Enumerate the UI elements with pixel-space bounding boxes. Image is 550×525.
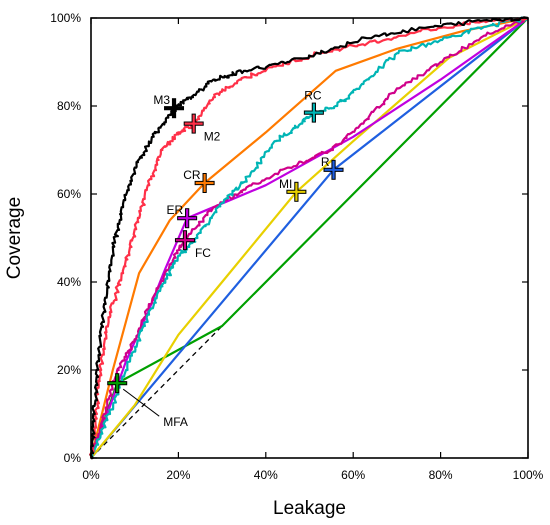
marker-label-fc: FC: [195, 246, 211, 260]
x-tick-label: 40%: [254, 468, 278, 482]
marker-label-m3: M3: [153, 93, 170, 107]
marker-rc: RC: [303, 89, 324, 123]
marker-cr: CR: [183, 168, 215, 193]
x-tick-label: 0%: [82, 468, 100, 482]
marker-label-mi: MI: [279, 177, 292, 191]
y-tick-label: 60%: [57, 187, 81, 201]
marker-label-er: ER: [166, 203, 183, 217]
marker-leader-line: [122, 388, 160, 417]
marker-mi: MI: [279, 177, 307, 202]
tick-layer: 0% 20% 40% 60% 80% 100% 0% 20% 40% 60% 80% 100%: [50, 11, 543, 482]
marker-label-m2: M2: [204, 130, 221, 144]
y-tick-label: 40%: [57, 275, 81, 289]
series-line-mi: [90, 17, 529, 459]
marker-r: R: [321, 155, 344, 180]
plot-frame: [90, 17, 529, 459]
x-tick-label: 20%: [166, 468, 190, 482]
marker-m2: M2: [183, 113, 221, 144]
x-tick-label: 60%: [341, 468, 365, 482]
series-line-m2: [89, 17, 529, 460]
series-line-cr: [89, 16, 529, 459]
series-line-rc: [91, 16, 529, 460]
series-line-er: [89, 17, 529, 459]
x-tick-label: 100%: [513, 468, 544, 482]
marker-m3: M3: [153, 93, 185, 119]
y-tick-label: 80%: [57, 99, 81, 113]
y-tick-label: 100%: [50, 11, 81, 25]
y-tick-label: 20%: [57, 363, 81, 377]
marker-layer: M3 M2 RC CR R MI ER FC MFA: [107, 89, 344, 429]
marker-label-cr: CR: [183, 168, 201, 182]
x-tick-label: 80%: [429, 468, 453, 482]
x-axis-title: Leakage: [273, 498, 346, 519]
marker-label-rc: RC: [304, 89, 322, 103]
marker-fc: FC: [174, 230, 211, 260]
marker-label-mfa: MFA: [163, 415, 188, 429]
y-tick-label: 0%: [64, 451, 82, 465]
marker-mfa: MFA: [107, 373, 188, 429]
marker-label-r: R: [321, 155, 330, 169]
marker-er: ER: [166, 203, 198, 229]
series-layer: [89, 16, 529, 460]
y-axis-title: Coverage: [4, 197, 25, 279]
